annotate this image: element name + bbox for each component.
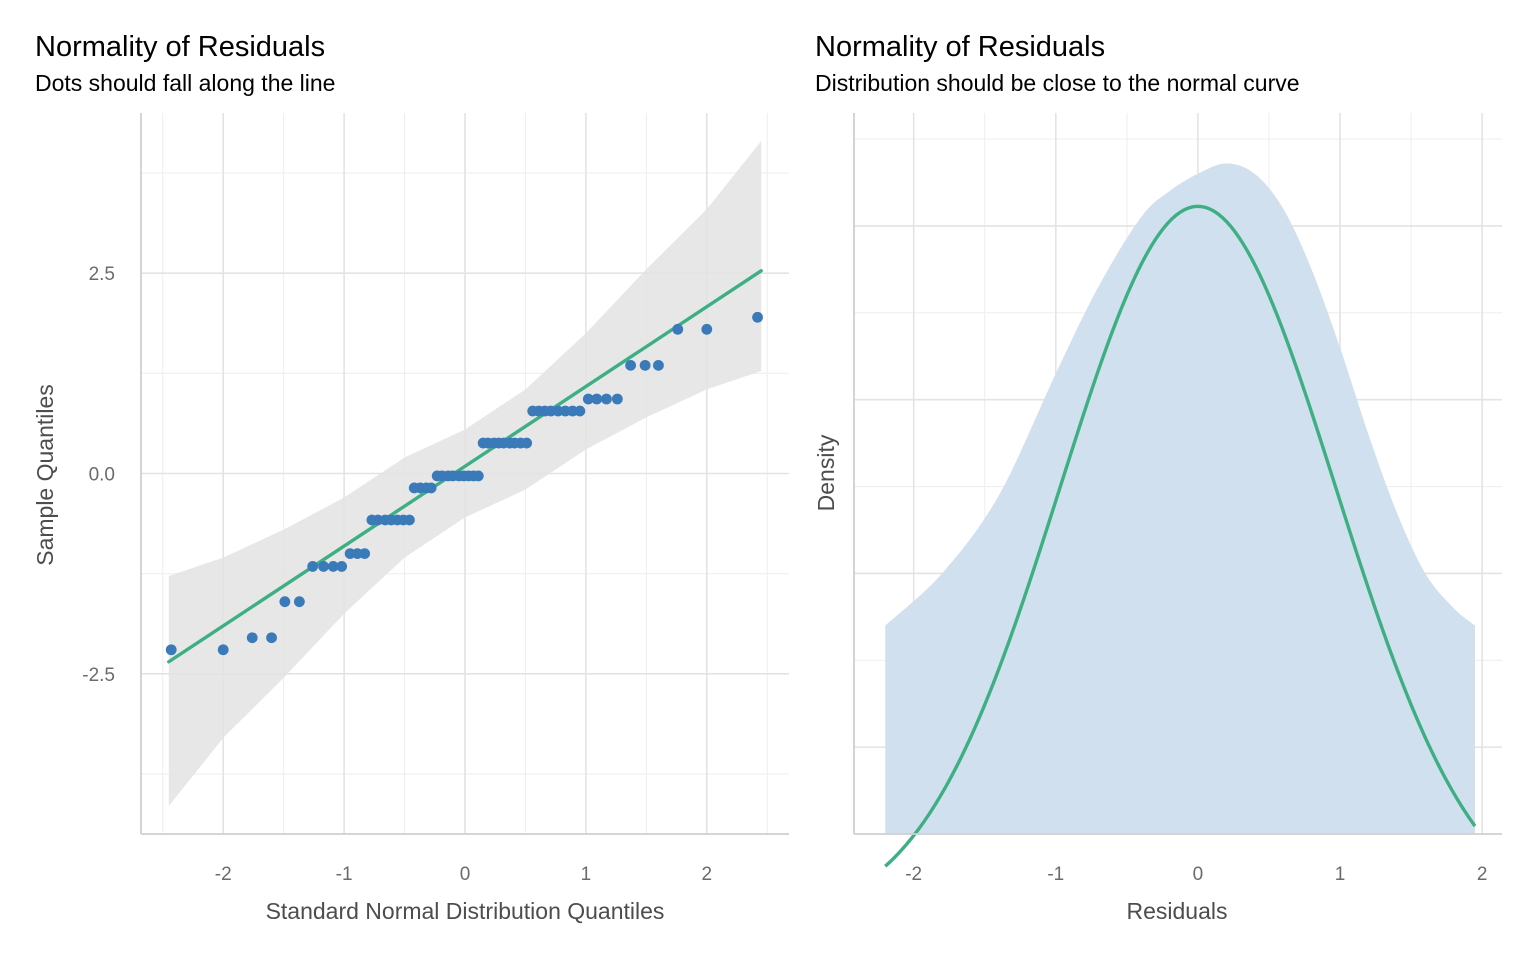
qq-point [165,644,177,656]
qq-x-tick-label: 0 [460,864,471,885]
qq-point [318,561,329,572]
density-x-axis-title: Residuals [1127,898,1228,924]
qq-axes [140,113,789,835]
density-x-tick-label: 2 [1477,864,1488,885]
qq-point [403,514,415,526]
qq-point [266,632,277,644]
density-axes [853,113,1502,835]
density-y-axis-title: Density [813,434,839,511]
qq-subtitle: Dots should fall along the line [35,70,335,96]
density-panel: Normality of Residuals Distribution shou… [813,31,1502,924]
qq-point [327,561,339,572]
density-area [885,163,1475,835]
qq-x-tick-label: 1 [581,864,592,885]
density-x-tick-label: 0 [1193,864,1204,885]
qq-point [279,596,291,608]
qq-point [307,561,319,572]
qq-point [472,470,484,482]
qq-point [611,393,623,405]
qq-fit-line [167,269,763,664]
qq-point [701,323,713,335]
qq-y-tick-label: -2.5 [82,665,115,686]
qq-x-tick-label: 2 [702,864,713,885]
qq-point [246,632,258,644]
qq-point [359,548,371,560]
qq-y-tick-label: 2.5 [89,264,115,285]
qq-point [672,323,684,335]
qq-point [591,393,603,405]
qq-point [582,393,594,405]
qq-point [653,359,664,371]
density-tick-labels: -2 -1 0 1 2 [905,864,1487,885]
qq-x-tick-label: -2 [215,864,232,885]
qq-point [639,359,651,371]
qq-point [752,311,763,323]
qq-point [601,393,612,405]
density-title: Normality of Residuals [815,31,1105,63]
qq-point [625,359,637,371]
qq-tick-labels: -2 -1 0 1 2 -2.5 0.0 2.5 [82,264,712,885]
density-x-tick-label: -1 [1047,864,1064,885]
qq-title: Normality of Residuals [35,31,325,63]
qq-x-tick-label: -1 [336,864,353,885]
normal-curve [884,204,1477,868]
qq-point [574,405,586,417]
density-subtitle: Distribution should be close to the norm… [815,70,1300,96]
qq-x-axis-title: Standard Normal Distribution Quantiles [266,898,665,924]
qq-point [425,482,437,494]
density-x-tick-label: -2 [905,864,922,885]
density-x-tick-label: 1 [1335,864,1346,885]
qq-point [217,644,229,656]
qq-y-axis-title: Sample Quantiles [32,384,58,566]
qq-point [521,437,533,449]
qq-point [336,561,348,572]
qq-points [165,311,763,656]
qq-panel: Normality of Residuals Dots should fall … [32,31,789,924]
qq-y-tick-label: 0.0 [89,465,115,486]
qq-point [293,596,305,608]
